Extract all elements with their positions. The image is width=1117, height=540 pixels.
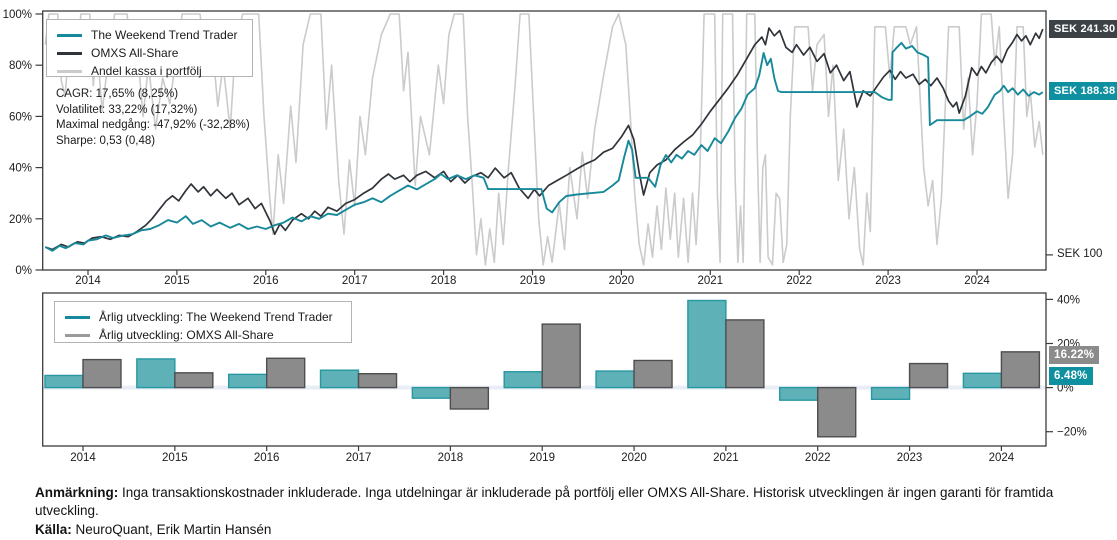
bottom-plot-border [42, 292, 1047, 447]
x-axis-year-label: 2021 [698, 275, 724, 287]
bar-2021-omxs [725, 319, 765, 389]
bar-2021-wtt [687, 299, 727, 389]
y-axis-tick-label: −20% [1057, 427, 1087, 439]
y-axis-tick-label: 40% [1057, 294, 1080, 306]
bar-2022-omxs [817, 386, 857, 438]
x-axis-year-label: 2022 [805, 452, 831, 464]
x-axis-year-label: 2018 [438, 452, 464, 464]
y-axis-tick-label: 100% [3, 9, 32, 21]
series-line-teal [44, 41, 1044, 252]
bar-2015-omxs [174, 372, 214, 389]
bar-2020-omxs [633, 359, 673, 389]
x-axis-year-label: 2018 [431, 275, 457, 287]
bar-2018-omxs [449, 386, 490, 410]
bar-2020-wtt [595, 370, 635, 389]
bar-2024-wtt [962, 372, 1003, 389]
x-axis-year-label: 2022 [786, 275, 812, 287]
x-axis-year-label: 2019 [520, 275, 546, 287]
y-axis-tick-label: 20% [1057, 339, 1080, 351]
bar-2018-wtt [411, 386, 452, 399]
bar-2019-wtt [503, 371, 543, 389]
bar-2016-omxs [265, 357, 306, 389]
x-axis-year-label: 2024 [964, 275, 990, 287]
x-axis-year-label: 2014 [70, 452, 96, 464]
x-axis-year-label: 2016 [254, 452, 280, 464]
series-line-dark [45, 27, 1044, 251]
y-axis-tick-label: 60% [9, 111, 32, 123]
x-axis-year-label: 2019 [529, 452, 555, 464]
x-axis-year-label: 2014 [75, 275, 101, 287]
bar-2015-wtt [136, 358, 176, 389]
y-axis-tick-label: 80% [9, 60, 32, 72]
bar-2017-wtt [319, 369, 360, 389]
x-axis-year-label: 2015 [162, 452, 188, 464]
bar-2016-wtt [227, 373, 268, 389]
y-axis-tick-label: 0% [15, 265, 32, 277]
x-axis-year-label: 2023 [875, 275, 901, 287]
x-axis-year-label: 2021 [713, 452, 739, 464]
x-axis-year-label: 2023 [897, 452, 923, 464]
top-plot-border [42, 10, 1047, 271]
x-axis-year-label: 2017 [346, 452, 372, 464]
x-axis-year-label: 2016 [253, 275, 279, 287]
y-axis-tick-label: 40% [9, 163, 32, 175]
bar-2022-wtt [779, 386, 819, 401]
x-axis-year-label: 2024 [989, 452, 1015, 464]
x-axis-year-label: 2020 [621, 452, 647, 464]
y-axis-tick-label: 20% [9, 214, 32, 226]
bar-2017-omxs [357, 373, 398, 389]
y-axis-tick-label: 0% [1057, 383, 1074, 395]
bar-2023-omxs [908, 362, 949, 389]
bar-2024-omxs [1000, 351, 1041, 389]
bar-2019-omxs [541, 323, 581, 389]
x-axis-year-label: 2020 [609, 275, 635, 287]
bar-2023-wtt [870, 386, 911, 400]
bar-2014-wtt [44, 374, 84, 389]
x-axis-year-label: 2015 [164, 275, 190, 287]
x-axis-year-label: 2017 [342, 275, 368, 287]
bar-2014-omxs [82, 358, 122, 389]
